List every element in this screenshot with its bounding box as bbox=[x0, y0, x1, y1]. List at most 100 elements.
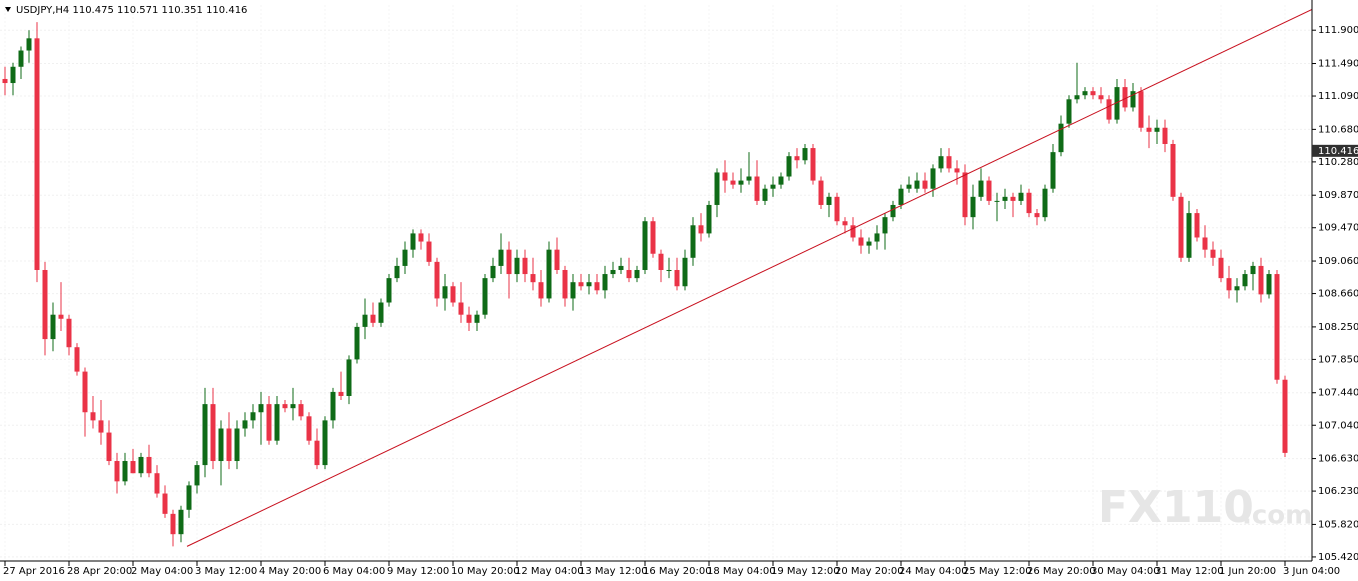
candle-body bbox=[1178, 196, 1184, 258]
x-tick-label: 30 May 04:00 bbox=[1091, 566, 1160, 577]
watermark: FX110 bbox=[1098, 482, 1254, 533]
candle-body bbox=[1010, 196, 1016, 201]
candle-body bbox=[762, 188, 768, 201]
candle-body bbox=[498, 249, 504, 266]
candle-body bbox=[1034, 213, 1040, 218]
candle-body bbox=[2, 78, 8, 84]
candle-body bbox=[242, 420, 248, 429]
candle-body bbox=[546, 249, 552, 299]
candle-body bbox=[34, 38, 40, 270]
candle-body bbox=[82, 371, 88, 413]
candle-body bbox=[410, 233, 416, 250]
candle-body bbox=[1162, 127, 1168, 144]
candle-body bbox=[682, 257, 688, 287]
candle-body bbox=[1194, 213, 1200, 238]
candle-body bbox=[434, 261, 440, 299]
candle-body bbox=[1122, 87, 1128, 108]
candle-body bbox=[1250, 265, 1256, 275]
y-tick-label: 110.280 bbox=[1318, 157, 1358, 168]
candle-body bbox=[74, 347, 80, 372]
candle-body bbox=[1218, 257, 1224, 279]
candle-body bbox=[18, 50, 24, 67]
candle-body bbox=[1266, 274, 1272, 295]
x-tick-label: 4 May 20:00 bbox=[259, 566, 321, 577]
candle-body bbox=[1226, 278, 1232, 291]
x-tick-label: 16 May 20:00 bbox=[643, 566, 712, 577]
trendline bbox=[186, 8, 1312, 547]
candle-body bbox=[1170, 144, 1176, 197]
candle-body bbox=[690, 225, 696, 258]
candle-body bbox=[810, 148, 816, 181]
candle-body bbox=[826, 196, 832, 205]
x-tick-label: 3 May 12:00 bbox=[195, 566, 257, 577]
candle-body bbox=[850, 225, 856, 238]
candle-body bbox=[210, 404, 216, 462]
candle-body bbox=[706, 204, 712, 234]
chart-title: USDJPY,H4 110.475 110.571 110.351 110.41… bbox=[16, 5, 247, 16]
candle-body bbox=[154, 473, 160, 494]
candle-body bbox=[986, 180, 992, 201]
candle-body bbox=[602, 274, 608, 291]
candle-body bbox=[522, 257, 528, 275]
x-tick-label: 27 Apr 2016 bbox=[3, 566, 65, 577]
candle-body bbox=[386, 278, 392, 303]
candle-body bbox=[514, 257, 520, 275]
candle-body bbox=[346, 359, 352, 396]
candle-body bbox=[130, 461, 136, 474]
candle-body bbox=[746, 176, 752, 181]
candle-body bbox=[1002, 196, 1008, 201]
candle-body bbox=[730, 180, 736, 185]
x-tick-label: 26 May 20:00 bbox=[1027, 566, 1096, 577]
candle-body bbox=[146, 456, 152, 474]
candle-body bbox=[970, 196, 976, 218]
candle-body bbox=[58, 314, 64, 319]
candle-body bbox=[442, 286, 448, 299]
x-tick-label: 10 May 20:00 bbox=[451, 566, 520, 577]
y-tick-label: 109.060 bbox=[1318, 256, 1358, 267]
candle-body bbox=[234, 428, 240, 462]
y-tick-label: 108.660 bbox=[1318, 289, 1358, 300]
candle-body bbox=[1106, 99, 1112, 120]
candle-body bbox=[1090, 91, 1096, 96]
candle-body bbox=[882, 217, 888, 234]
candle-body bbox=[250, 412, 256, 421]
candle-body bbox=[1018, 192, 1024, 201]
candle-body bbox=[658, 253, 664, 270]
candle-body bbox=[114, 461, 120, 482]
candle-body bbox=[1282, 379, 1288, 453]
candle-body bbox=[1210, 249, 1216, 258]
candle-body bbox=[642, 221, 648, 270]
candle-body bbox=[170, 513, 176, 535]
candle-body bbox=[194, 465, 200, 486]
candle-body bbox=[562, 269, 568, 299]
candle-body bbox=[786, 156, 792, 177]
candle-body bbox=[890, 204, 896, 218]
candle-body bbox=[354, 326, 360, 360]
candle-body bbox=[930, 168, 936, 189]
candle-body bbox=[10, 66, 16, 84]
menu-arrow[interactable] bbox=[5, 7, 11, 12]
candle-body bbox=[506, 249, 512, 275]
candle-body bbox=[330, 391, 336, 421]
price-tag bbox=[1312, 144, 1358, 157]
x-tick-label: 18 May 04:00 bbox=[707, 566, 776, 577]
y-tick-label: 106.230 bbox=[1318, 486, 1358, 497]
candle-body bbox=[754, 176, 760, 201]
y-tick-label: 111.090 bbox=[1318, 91, 1358, 102]
candle-body bbox=[770, 184, 776, 189]
candle-body bbox=[106, 432, 112, 462]
candle-body bbox=[666, 269, 672, 271]
candle-body bbox=[858, 237, 864, 246]
candle-body bbox=[978, 180, 984, 197]
candle-body bbox=[362, 314, 368, 327]
candle-body bbox=[1258, 265, 1264, 295]
candle-body bbox=[490, 265, 496, 279]
candle-body bbox=[258, 404, 264, 413]
candle-body bbox=[1138, 91, 1144, 128]
candle-body bbox=[458, 302, 464, 315]
candle-body bbox=[962, 172, 968, 218]
candle-body bbox=[450, 286, 456, 303]
candle-body bbox=[226, 428, 232, 462]
candle-body bbox=[1234, 286, 1240, 291]
x-tick-label: 19 May 12:00 bbox=[771, 566, 840, 577]
